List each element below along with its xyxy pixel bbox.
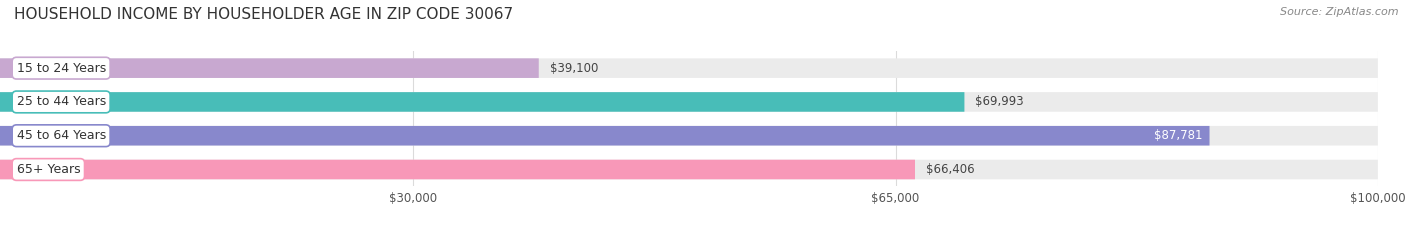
- FancyBboxPatch shape: [0, 92, 965, 112]
- Text: 45 to 64 Years: 45 to 64 Years: [17, 129, 105, 142]
- FancyBboxPatch shape: [0, 126, 1209, 146]
- FancyBboxPatch shape: [0, 160, 1378, 179]
- Text: $39,100: $39,100: [550, 62, 598, 75]
- FancyBboxPatch shape: [0, 58, 538, 78]
- Text: 15 to 24 Years: 15 to 24 Years: [17, 62, 105, 75]
- Text: Source: ZipAtlas.com: Source: ZipAtlas.com: [1281, 7, 1399, 17]
- Text: HOUSEHOLD INCOME BY HOUSEHOLDER AGE IN ZIP CODE 30067: HOUSEHOLD INCOME BY HOUSEHOLDER AGE IN Z…: [14, 7, 513, 22]
- FancyBboxPatch shape: [0, 92, 1378, 112]
- Text: 25 to 44 Years: 25 to 44 Years: [17, 96, 105, 108]
- Text: $69,993: $69,993: [976, 96, 1024, 108]
- FancyBboxPatch shape: [0, 126, 1378, 146]
- FancyBboxPatch shape: [0, 160, 915, 179]
- FancyBboxPatch shape: [0, 58, 1378, 78]
- Text: $66,406: $66,406: [927, 163, 974, 176]
- Text: $87,781: $87,781: [1154, 129, 1202, 142]
- Text: 65+ Years: 65+ Years: [17, 163, 80, 176]
